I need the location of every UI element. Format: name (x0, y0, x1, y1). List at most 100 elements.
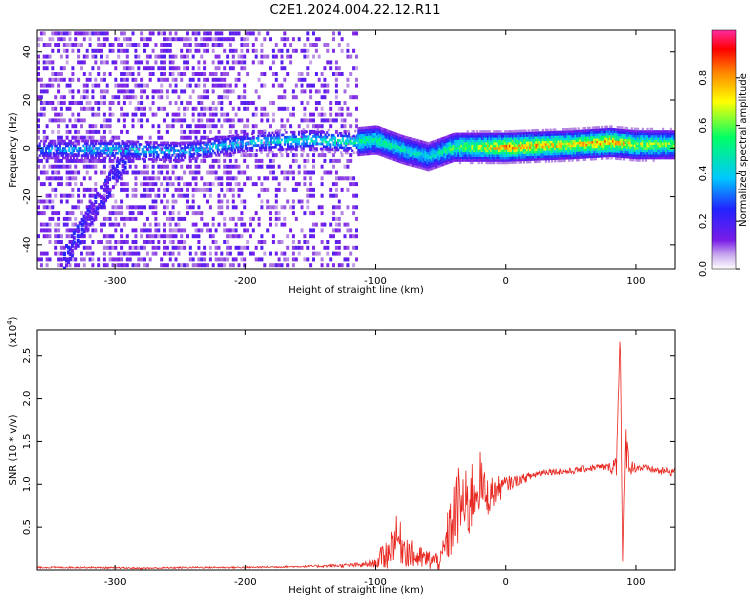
heatmap-cell (226, 54, 230, 59)
heatmap-cell (399, 143, 402, 147)
heatmap-cell (240, 216, 244, 221)
heatmap-cell (145, 118, 149, 123)
heatmap-cell (447, 137, 451, 140)
heatmap-cell (319, 130, 322, 134)
heatmap-cell (177, 187, 181, 192)
heatmap-cell (322, 138, 326, 141)
heatmap-cell (91, 257, 95, 262)
heatmap-cell (462, 159, 465, 162)
heatmap-cell (131, 77, 135, 82)
heatmap-cell (472, 132, 476, 136)
heatmap-cell (407, 148, 410, 152)
heatmap-cell (183, 72, 187, 76)
heatmap-cell (274, 54, 278, 59)
heatmap-cell (243, 135, 246, 138)
heatmap-cell (131, 112, 135, 117)
heatmap-cell (126, 152, 129, 155)
heatmap-cell (376, 140, 379, 143)
heatmap-cell (388, 149, 391, 153)
heatmap-cell (163, 151, 166, 154)
heatmap-cell (137, 26, 140, 30)
heatmap-cell (137, 150, 140, 153)
heatmap-cell (301, 130, 304, 134)
heatmap-cell (291, 89, 295, 94)
heatmap-cell (180, 101, 184, 105)
heatmap-cell (114, 199, 118, 204)
heatmap-cell (233, 139, 237, 142)
heatmap-cell (416, 158, 419, 162)
heatmap-cell (291, 133, 294, 136)
heatmap-cell (363, 148, 366, 151)
heatmap-cell (332, 118, 335, 123)
heatmap-cell (83, 149, 87, 153)
heatmap-cell (157, 240, 161, 244)
heatmap-cell (396, 157, 399, 160)
heatmap-cell (329, 106, 333, 111)
heatmap-cell (82, 245, 86, 250)
heatmap-cell (160, 199, 164, 204)
heatmap-cell (274, 187, 278, 192)
heatmap-cell (397, 148, 401, 151)
heatmap-cell (251, 139, 254, 143)
heatmap-cell (372, 147, 376, 150)
heatmap-cell (379, 141, 382, 144)
heatmap-cell (54, 240, 58, 244)
heatmap-cell (123, 160, 127, 165)
heatmap-cell (309, 95, 313, 100)
heatmap-cell (346, 222, 350, 227)
heatmap-cell (132, 140, 135, 144)
heatmap-cell (280, 138, 283, 142)
heatmap-cell (237, 216, 241, 221)
heatmap-cell (217, 263, 221, 268)
heatmap-cell (222, 152, 226, 156)
heatmap-cell (544, 143, 547, 146)
heatmap-cell (552, 135, 555, 139)
heatmap-cell (244, 132, 247, 136)
heatmap-cell (154, 112, 158, 117)
heatmap-cell (497, 132, 501, 136)
heatmap-cell (490, 144, 493, 148)
heatmap-cell (228, 170, 232, 175)
heatmap-cell (521, 134, 524, 137)
heatmap-cell (154, 150, 157, 154)
heatmap-cell (529, 155, 532, 159)
heatmap-cell (251, 251, 255, 256)
heatmap-cell (130, 145, 133, 148)
heatmap-cell (471, 144, 474, 148)
heatmap-cell (487, 137, 490, 140)
heatmap-cell (223, 228, 227, 233)
heatmap-cell (180, 118, 184, 123)
heatmap-cell (255, 144, 258, 147)
heatmap-cell (183, 106, 187, 111)
heatmap-cell (87, 147, 90, 150)
heatmap-cell (94, 158, 98, 163)
heatmap-cell (334, 72, 338, 76)
heatmap-cell (297, 182, 301, 187)
heatmap-cell (496, 154, 499, 157)
heatmap-cell (48, 199, 52, 204)
heatmap-cell (332, 48, 335, 53)
heatmap-cell (421, 150, 424, 153)
heatmap-cell (237, 245, 241, 250)
heatmap-cell (337, 43, 341, 47)
heatmap-cell (252, 26, 255, 30)
heatmap-cell (80, 118, 83, 123)
heatmap-cell (326, 143, 329, 146)
heatmap-cell (416, 163, 419, 166)
heatmap-cell (537, 160, 540, 163)
heatmap-cell (424, 141, 427, 144)
heatmap-cell (407, 151, 410, 154)
heatmap-cell (297, 142, 301, 146)
heatmap-cell (263, 54, 267, 59)
heatmap-cell (145, 182, 149, 187)
heatmap-cell (39, 83, 43, 88)
heatmap-cell (320, 129, 324, 134)
heatmap-cell (246, 153, 250, 158)
heatmap-cell (232, 151, 235, 154)
heatmap-cell (91, 228, 95, 233)
heatmap-cell (160, 257, 164, 262)
heatmap-cell (208, 182, 212, 187)
heatmap-cell (329, 193, 333, 198)
heatmap-cell (71, 77, 75, 82)
heatmap-cell (493, 159, 496, 162)
